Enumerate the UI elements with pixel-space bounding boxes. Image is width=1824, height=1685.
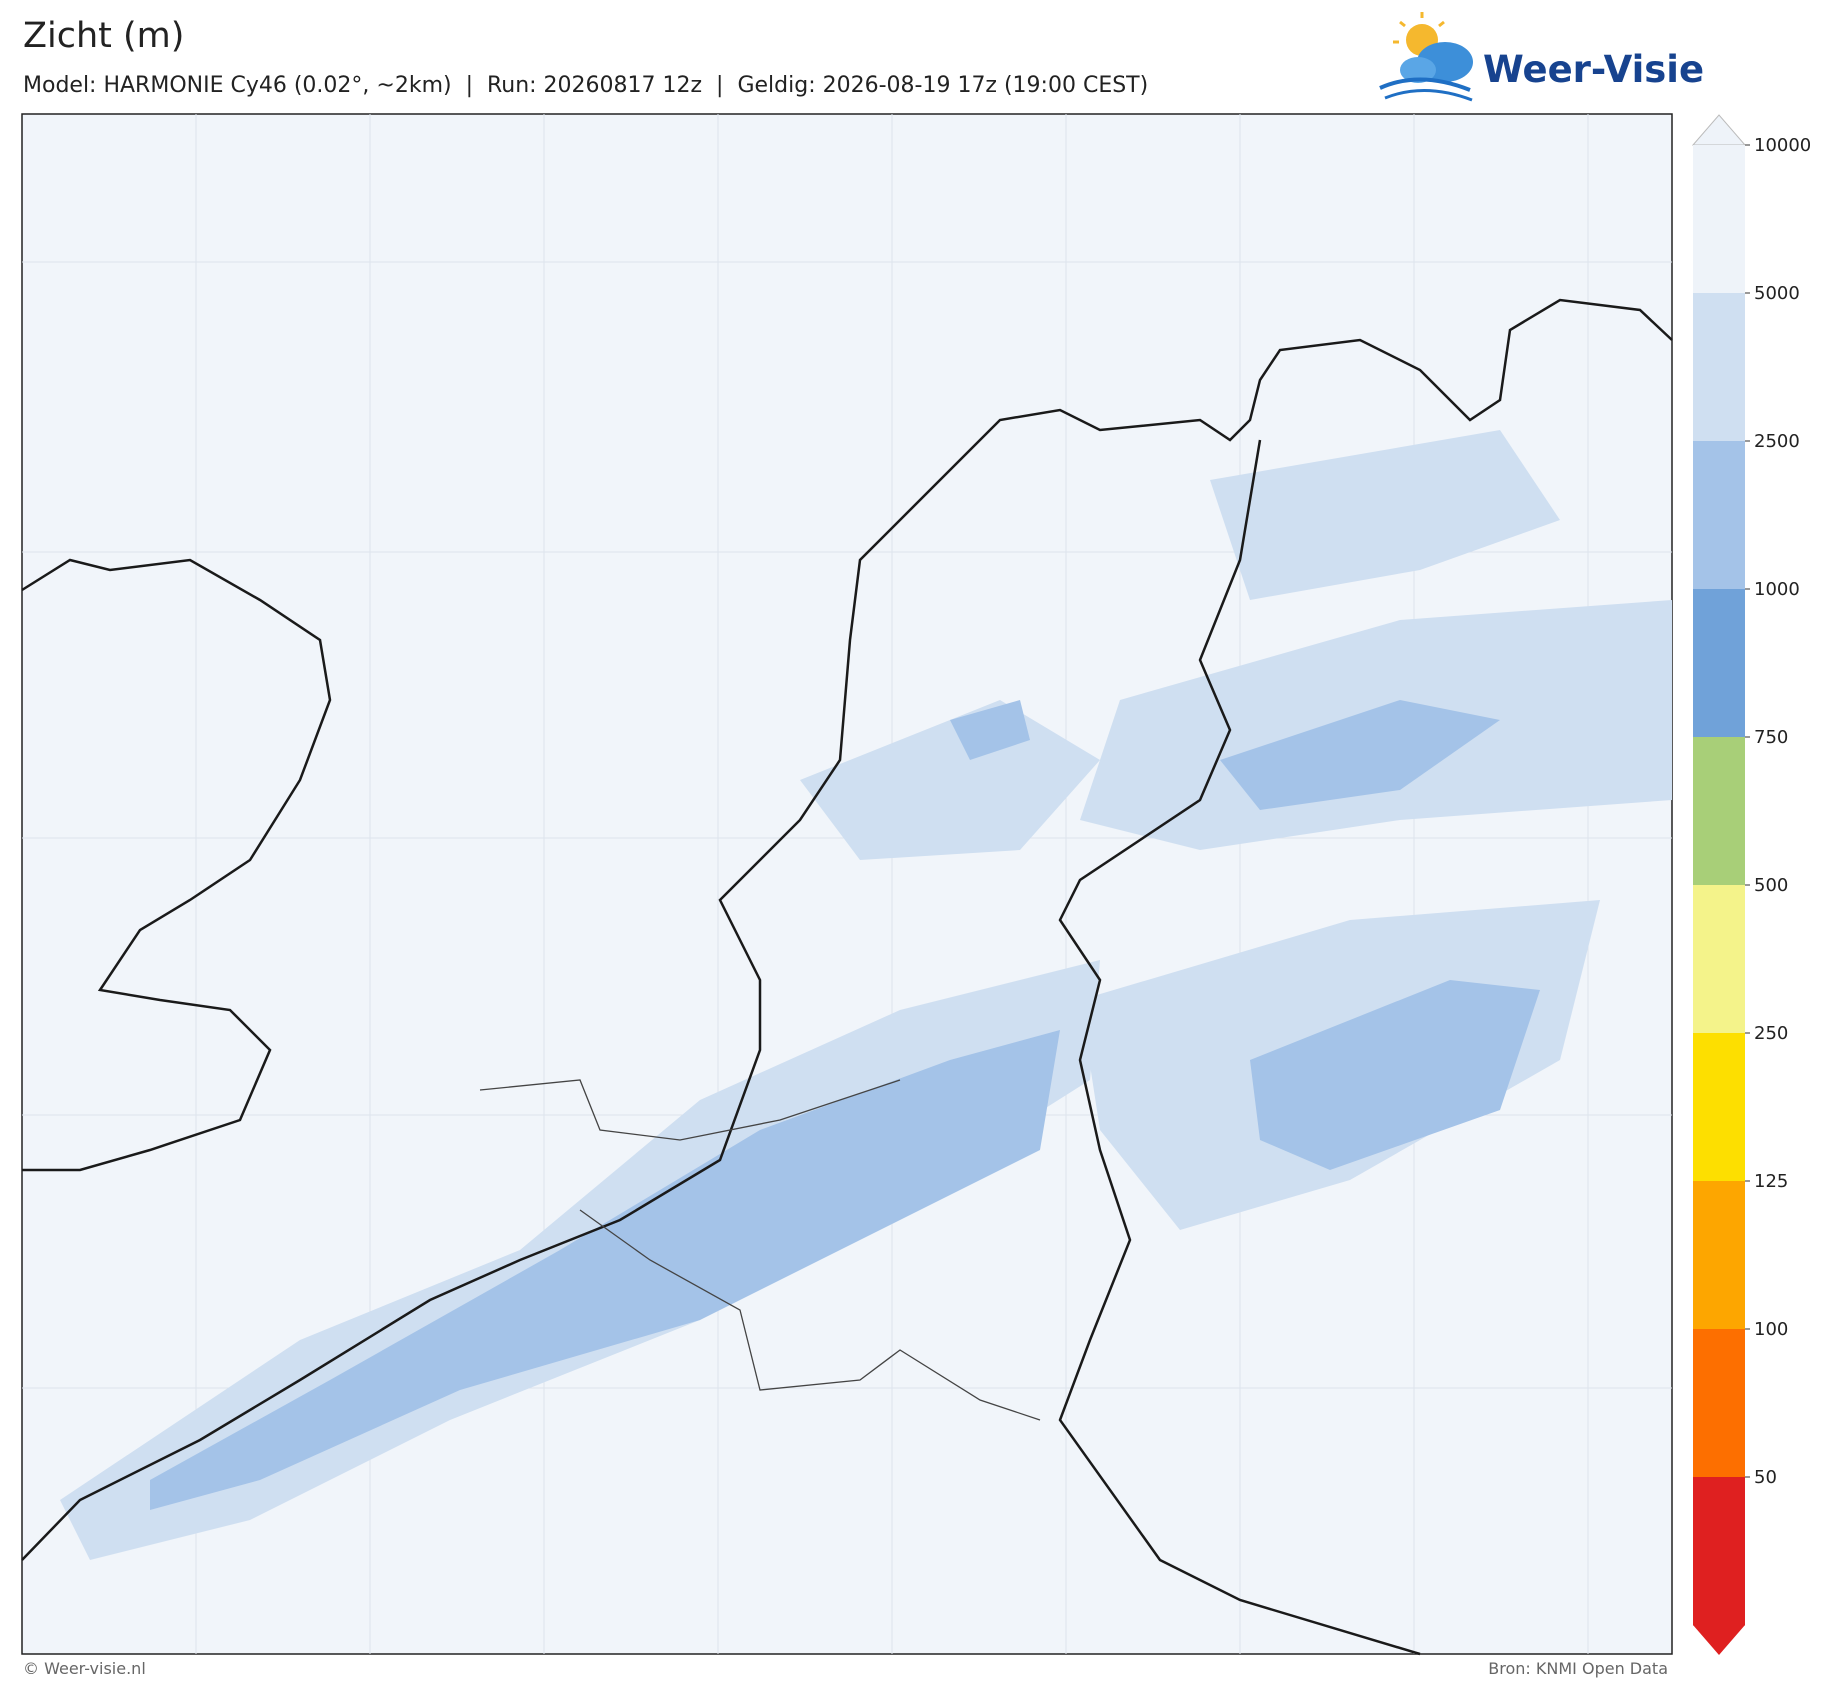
colorbar-segment xyxy=(1693,293,1745,442)
colorbar-label: 1000 xyxy=(1754,579,1800,600)
colorbar: 10000 5000 2500 1000 750 500 250 125 100 50 xyxy=(1691,114,1811,1655)
colorbar-label: 250 xyxy=(1754,1023,1788,1044)
colorbar-segment xyxy=(1693,441,1745,590)
colorbar-segment xyxy=(1693,1033,1745,1182)
colorbar-segment xyxy=(1693,589,1745,738)
subtitle: Model: HARMONIE Cy46 (0.02°, ~2km) | Run… xyxy=(23,73,1148,98)
colorbar-label: 125 xyxy=(1754,1171,1788,1192)
title: Zicht (m) xyxy=(23,16,184,56)
footer-right: Bron: KNMI Open Data xyxy=(1488,1659,1668,1678)
colorbar-label: 50 xyxy=(1754,1467,1777,1488)
colorbar-label: 10000 xyxy=(1754,135,1811,156)
colorbar-label: 5000 xyxy=(1754,283,1800,304)
colorbar-extend-bottom xyxy=(1693,1625,1745,1655)
colorbar-segment xyxy=(1693,1329,1745,1478)
colorbar-label: 2500 xyxy=(1754,431,1800,452)
colorbar-segment xyxy=(1693,737,1745,886)
logo-text: Weer-Visie xyxy=(1483,48,1704,91)
colorbar-segment xyxy=(1693,885,1745,1034)
logo: Weer-Visie xyxy=(1379,12,1704,102)
map xyxy=(21,113,1673,1656)
colorbar-extend-top xyxy=(1691,114,1747,146)
colorbar-segment xyxy=(1693,1181,1745,1330)
footer-left: © Weer-visie.nl xyxy=(23,1659,146,1678)
colorbar-label: 100 xyxy=(1754,1319,1788,1340)
colorbar-label: 750 xyxy=(1754,727,1788,748)
colorbar-segment xyxy=(1693,1477,1745,1626)
colorbar-segment xyxy=(1693,145,1745,294)
colorbar-label: 500 xyxy=(1754,875,1788,896)
